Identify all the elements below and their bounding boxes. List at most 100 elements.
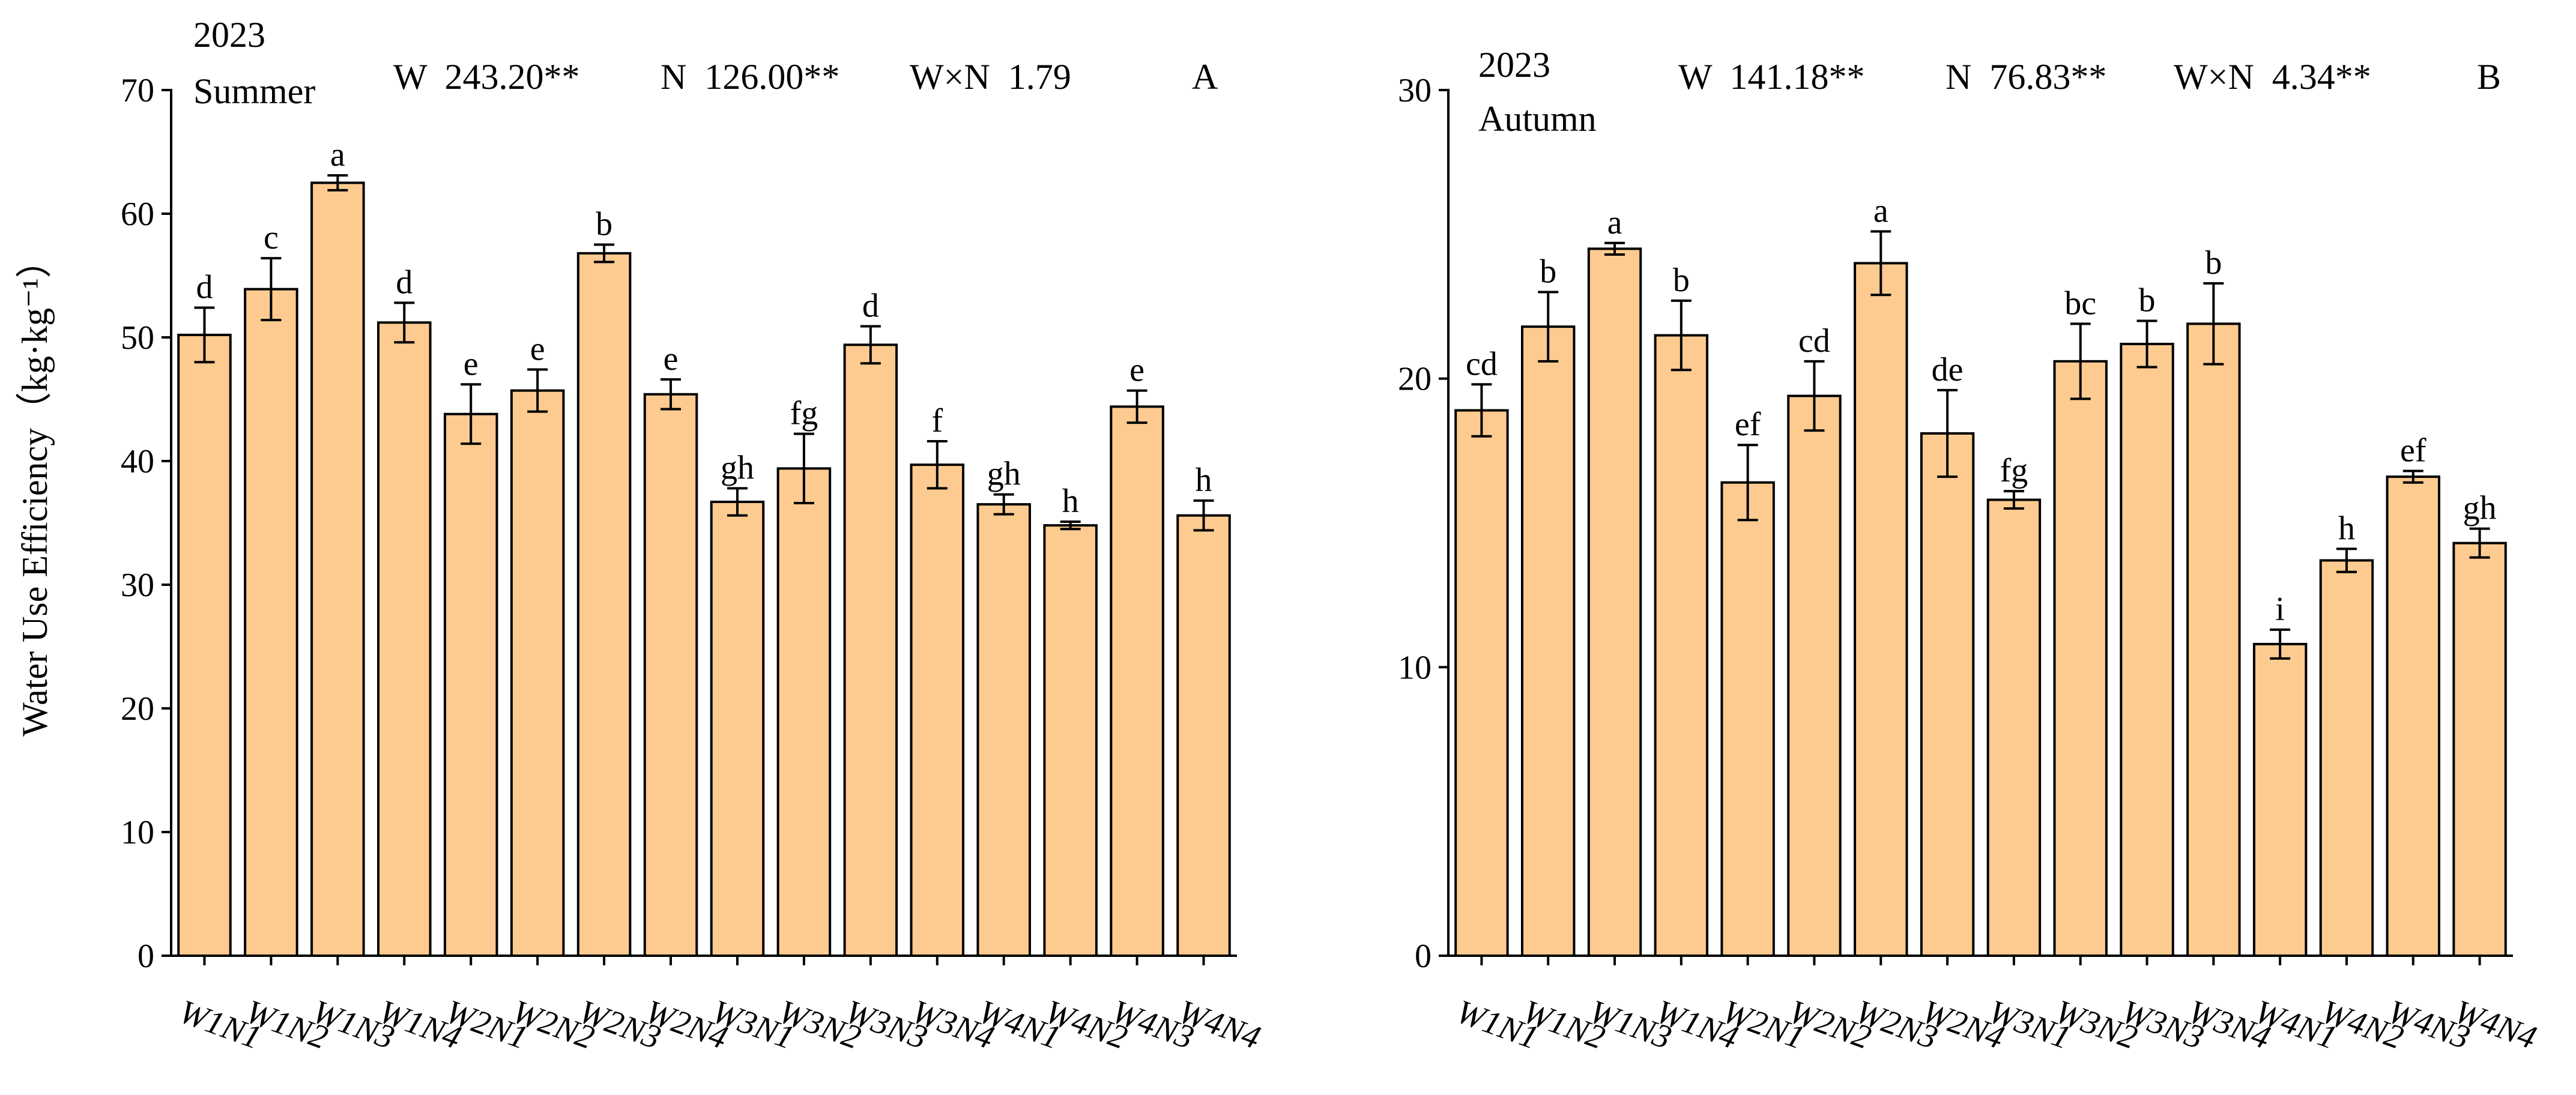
panel-a-bar-W3N3 — [843, 343, 898, 957]
panel-b-bar-W3N4 — [2186, 322, 2241, 958]
panel-b-errorbar-W4N3 — [2402, 469, 2423, 484]
panel-b-errorbar-W2N3 — [1870, 230, 1891, 297]
panel-a-bar-W1N3 — [310, 181, 365, 957]
panel-a-sig-letter-W2N3: b — [596, 206, 612, 243]
panel-a-sig-letter-W3N2: fg — [790, 395, 818, 432]
panel-a-errorbar-W4N1 — [993, 493, 1014, 516]
panel-b-errorbar-W1N2 — [1538, 291, 1559, 363]
panel-b-ytick-label: 0 — [1415, 938, 1432, 975]
panel-b-bar-W3N1 — [1986, 498, 2042, 957]
panel-b-stat-n: N 76.83** — [1946, 57, 2106, 97]
panel-b-errorbar-W4N2 — [2336, 548, 2357, 573]
panel-a-bar-W4N1 — [976, 503, 1031, 957]
panel-a-sig-letter-W4N4: h — [1196, 462, 1212, 499]
panel-a-stat-w: W 243.20** — [393, 57, 580, 97]
panel-b-ytick-label: 30 — [1398, 72, 1432, 109]
panel-a-bar-W1N4 — [377, 321, 432, 957]
panel-b-bar-W1N4 — [1654, 334, 1709, 957]
panel-a-sig-letter-W3N4: f — [931, 402, 943, 439]
panel-a-bar-W4N3 — [1110, 405, 1164, 957]
panel-a: Water Use Efficiency（kg·kg⁻¹） 2023 Summe… — [15, 15, 1265, 1057]
panel-a-bar-W1N1 — [177, 333, 232, 957]
panel-a-ytick-label: 30 — [121, 567, 154, 604]
panel-a-errorbar-W2N1 — [461, 383, 482, 445]
panel-a-sig-letter-W2N1: e — [464, 345, 479, 382]
panel-b-ytick-label: 20 — [1398, 361, 1432, 398]
panel-b-errorbar-W3N2 — [2070, 322, 2091, 400]
panel-b-ytick-label: 10 — [1398, 649, 1432, 686]
panel-a-ytick-label: 0 — [138, 938, 154, 975]
panel-a-letter: A — [1192, 57, 1218, 97]
panel-b-bar-W2N2 — [1787, 394, 1842, 957]
panel-b-bar-W4N3 — [2386, 475, 2440, 957]
panel-a-bar-W4N2 — [1043, 524, 1098, 957]
panel-b-sig-letter-W3N1: fg — [2000, 452, 2028, 489]
panel-b-sig-letter-W2N3: a — [1873, 193, 1888, 230]
panel-a-ytick-label: 40 — [121, 443, 154, 480]
panel-b-sig-letter-W3N2: bc — [2064, 285, 2096, 322]
panel-a-bar-W1N2 — [244, 288, 298, 957]
panel-a-sig-letter-W1N1: d — [196, 269, 213, 306]
panel-b-sig-letter-W4N4: gh — [2463, 490, 2497, 527]
panel-b: 2023 Autumn W 141.18** N 76.83** W×N 4.3… — [1398, 45, 2541, 1057]
panel-a-errorbar-W4N3 — [1126, 389, 1147, 424]
panel-b-bar-W1N2 — [1521, 325, 1576, 958]
panel-b-bar-W2N1 — [1720, 481, 1775, 957]
panel-a-sig-letter-W3N1: gh — [721, 449, 754, 486]
panel-a-ytick-label: 60 — [121, 196, 154, 233]
panel-a-bar-W2N4 — [643, 393, 698, 957]
panel-a-errorbar-W1N3 — [327, 174, 348, 192]
panel-a-year: 2023 — [193, 15, 265, 55]
panel-b-errorbar-W2N1 — [1737, 444, 1758, 522]
panel-a-ytick-label: 10 — [121, 814, 154, 851]
panel-a-bar-W3N2 — [776, 467, 832, 957]
panel-a-stat-n: N 126.00** — [661, 57, 839, 97]
panel-a-ytick-label: 50 — [121, 319, 154, 357]
panel-b-sig-letter-W2N4: de — [1932, 351, 1964, 388]
panel-b-errorbar-W3N1 — [2003, 490, 2024, 510]
panel-b-bar-W3N2 — [2053, 360, 2108, 957]
panel-a-sig-letter-W1N4: d — [396, 264, 413, 301]
panel-a-errorbar-W4N4 — [1193, 499, 1214, 532]
panel-a-errorbar-W3N1 — [727, 487, 748, 517]
panel-b-bar-W4N4 — [2452, 541, 2507, 957]
panel-a-errorbar-W1N1 — [194, 306, 215, 364]
panel-a-ytick-label: 20 — [121, 690, 154, 728]
panel-b-errorbar-W1N4 — [1670, 299, 1692, 372]
panel-b-errorbar-W3N3 — [2136, 319, 2157, 369]
panel-b-bar-W1N1 — [1454, 409, 1509, 957]
panel-b-stat-w: W 141.18** — [1678, 57, 1865, 97]
panel-a-sig-letter-W4N3: e — [1129, 352, 1144, 389]
panel-b-bar-W2N3 — [1854, 262, 1908, 957]
panel-b-errorbar-W3N4 — [2203, 282, 2224, 366]
panel-b-errorbar-W2N2 — [1804, 360, 1825, 432]
panel-b-bar-W3N3 — [2120, 342, 2174, 957]
panel-a-sig-letter-W2N4: e — [664, 340, 679, 378]
panel-a-season: Summer — [193, 71, 315, 111]
panel-b-bar-W4N2 — [2319, 559, 2374, 957]
panel-a-sig-letter-W1N2: c — [264, 219, 279, 256]
panel-a-errorbar-W2N2 — [527, 368, 548, 413]
panel-a-errorbar-W3N4 — [927, 440, 948, 490]
panel-a-sig-letter-W2N2: e — [530, 331, 545, 368]
panel-a-stat-wxn: W×N 1.79 — [910, 57, 1071, 97]
panel-b-sig-letter-W4N1: i — [2275, 591, 2285, 628]
panel-b-bar-W2N4 — [1920, 432, 1975, 957]
panel-b-sig-letter-W4N2: h — [2338, 510, 2355, 547]
panel-b-season: Autumn — [1478, 99, 1597, 139]
panel-a-bar-W3N4 — [910, 463, 965, 957]
panel-a-bar-W2N2 — [510, 389, 565, 957]
panel-b-errorbar-W1N3 — [1604, 241, 1625, 256]
panel-b-sig-letter-W1N2: b — [1540, 253, 1556, 290]
panel-b-letter: B — [2477, 57, 2501, 97]
panel-a-errorbar-W2N4 — [661, 378, 682, 411]
panel-b-sig-letter-W4N3: ef — [2400, 432, 2426, 469]
panel-b-sig-letter-W1N3: a — [1607, 204, 1622, 241]
panel-a-ylabel: Water Use Efficiency（kg·kg⁻¹） — [15, 242, 55, 736]
panel-a-sig-letter-W3N3: d — [862, 287, 879, 324]
panel-a-errorbar-W3N2 — [793, 432, 814, 505]
panel-a-ytick-label: 70 — [121, 72, 154, 109]
